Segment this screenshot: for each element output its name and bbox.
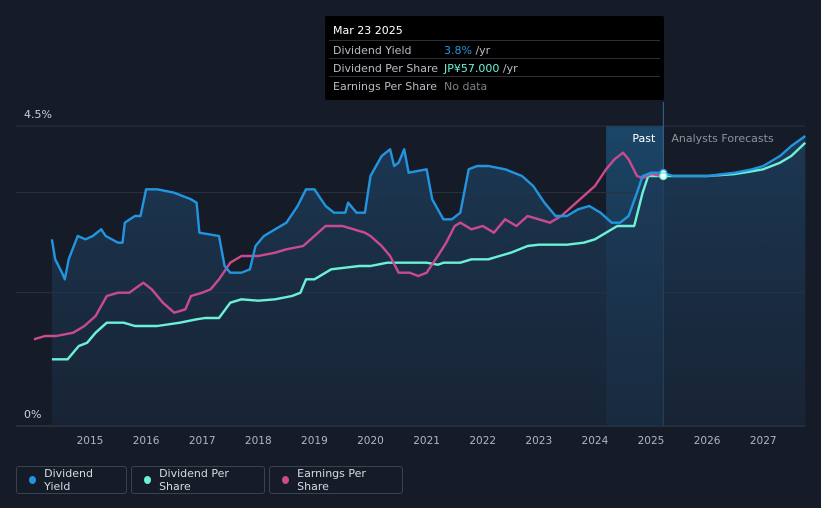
x-tick-label: 2023 (525, 435, 552, 447)
x-tick-label: 2020 (357, 435, 384, 447)
tooltip-value: 3.8% (444, 44, 472, 57)
x-tick-label: 2019 (301, 435, 328, 447)
legend-label: Dividend Per Share (159, 467, 229, 493)
past-label: Past (632, 132, 656, 145)
x-tick-label: 2017 (189, 435, 216, 447)
tooltip-label: Earnings Per Share (333, 80, 438, 93)
tooltip-value: No data (444, 80, 488, 93)
legend-label: Dividend Yield (44, 467, 93, 493)
tooltip-date: Mar 23 2025 (333, 24, 403, 37)
dividend-yield-line (50, 135, 806, 281)
x-tick-label: 2024 (582, 435, 609, 447)
tooltip-row-dividend-yield: Dividend Yield 3.8% /yr (329, 40, 660, 59)
legend-dot-icon (282, 476, 290, 484)
legend-dot-icon (29, 476, 37, 484)
tooltip-unit: /yr (475, 44, 491, 57)
x-tick-label: 2025 (638, 435, 665, 447)
forecast-label: Analysts Forecasts (671, 132, 774, 145)
legend-label: Earnings Per Share (297, 467, 366, 493)
y-tick-label: 0% (24, 408, 41, 421)
legend-dot-icon (144, 476, 152, 484)
legend-dividend-yield[interactable]: Dividend Yield (16, 466, 127, 494)
tooltip-row-earnings-per-share: Earnings Per Share No data (329, 76, 660, 95)
y-tick-label: 4.5% (24, 108, 52, 121)
chart-tooltip: Mar 23 2025 Dividend Yield 3.8% /yr Divi… (325, 16, 664, 100)
legend-earnings-per-share[interactable]: Earnings Per Share (269, 466, 403, 494)
x-tick-label: 2022 (469, 435, 496, 447)
x-tick-label: 2027 (750, 435, 777, 447)
dividend-per-share-marker (659, 171, 668, 181)
x-tick-label: 2021 (413, 435, 440, 447)
x-tick-label: 2015 (77, 435, 104, 447)
legend-dividend-per-share[interactable]: Dividend Per Share (131, 466, 265, 494)
tooltip-label: Dividend Yield (333, 44, 412, 57)
x-tick-label: 2026 (694, 435, 721, 447)
x-tick-label: 2018 (245, 435, 272, 447)
x-tick-label: 2016 (133, 435, 160, 447)
tooltip-unit: /yr (502, 62, 518, 75)
dividend-yield-area (51, 136, 806, 426)
tooltip-value: JP¥57.000 (444, 62, 500, 75)
tooltip-label: Dividend Per Share (333, 62, 439, 75)
tooltip-row-dividend-per-share: Dividend Per Share JP¥57.000 /yr (329, 58, 660, 77)
earnings-per-share-line (33, 151, 663, 341)
